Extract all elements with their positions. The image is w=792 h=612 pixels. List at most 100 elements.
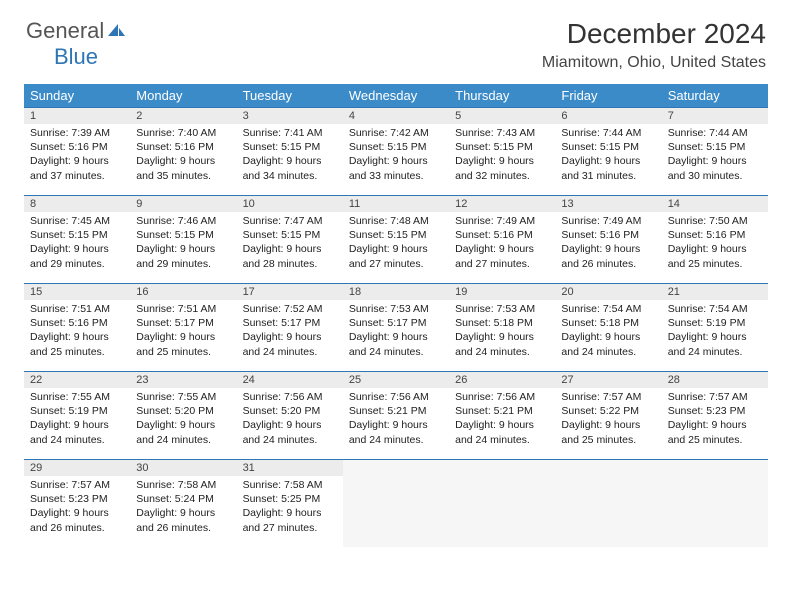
- week-row: 15Sunrise: 7:51 AMSunset: 5:16 PMDayligh…: [24, 283, 768, 371]
- sunset-line: Sunset: 5:18 PM: [561, 316, 655, 330]
- daylight-line: Daylight: 9 hours and 26 minutes.: [136, 506, 230, 534]
- day-body: Sunrise: 7:57 AMSunset: 5:22 PMDaylight:…: [555, 388, 661, 451]
- sunrise-line: Sunrise: 7:55 AM: [136, 390, 230, 404]
- day-cell: 8Sunrise: 7:45 AMSunset: 5:15 PMDaylight…: [24, 195, 130, 283]
- day-body: Sunrise: 7:54 AMSunset: 5:19 PMDaylight:…: [662, 300, 768, 363]
- day-number: 31: [237, 459, 343, 476]
- day-cell: 19Sunrise: 7:53 AMSunset: 5:18 PMDayligh…: [449, 283, 555, 371]
- day-cell: 4Sunrise: 7:42 AMSunset: 5:15 PMDaylight…: [343, 107, 449, 195]
- sunrise-line: Sunrise: 7:45 AM: [30, 214, 124, 228]
- day-cell: 25Sunrise: 7:56 AMSunset: 5:21 PMDayligh…: [343, 371, 449, 459]
- sunset-line: Sunset: 5:17 PM: [349, 316, 443, 330]
- sunset-line: Sunset: 5:15 PM: [30, 228, 124, 242]
- day-cell: [343, 459, 449, 547]
- title-block: December 2024 Miamitown, Ohio, United St…: [542, 18, 766, 72]
- day-cell: 9Sunrise: 7:46 AMSunset: 5:15 PMDaylight…: [130, 195, 236, 283]
- week-row: 22Sunrise: 7:55 AMSunset: 5:19 PMDayligh…: [24, 371, 768, 459]
- empty-day: [555, 459, 661, 547]
- sunset-line: Sunset: 5:24 PM: [136, 492, 230, 506]
- daylight-line: Daylight: 9 hours and 24 minutes.: [349, 418, 443, 446]
- day-body: Sunrise: 7:40 AMSunset: 5:16 PMDaylight:…: [130, 124, 236, 187]
- daylight-line: Daylight: 9 hours and 24 minutes.: [561, 330, 655, 358]
- daylight-line: Daylight: 9 hours and 25 minutes.: [561, 418, 655, 446]
- day-number: 1: [24, 107, 130, 124]
- sunset-line: Sunset: 5:22 PM: [561, 404, 655, 418]
- day-number: 10: [237, 195, 343, 212]
- day-body: Sunrise: 7:56 AMSunset: 5:20 PMDaylight:…: [237, 388, 343, 451]
- sunrise-line: Sunrise: 7:58 AM: [136, 478, 230, 492]
- day-body: Sunrise: 7:39 AMSunset: 5:16 PMDaylight:…: [24, 124, 130, 187]
- daylight-line: Daylight: 9 hours and 31 minutes.: [561, 154, 655, 182]
- daylight-line: Daylight: 9 hours and 24 minutes.: [668, 330, 762, 358]
- day-number: 28: [662, 371, 768, 388]
- daylight-line: Daylight: 9 hours and 28 minutes.: [243, 242, 337, 270]
- sunrise-line: Sunrise: 7:44 AM: [668, 126, 762, 140]
- day-cell: 22Sunrise: 7:55 AMSunset: 5:19 PMDayligh…: [24, 371, 130, 459]
- sunset-line: Sunset: 5:15 PM: [136, 228, 230, 242]
- daylight-line: Daylight: 9 hours and 33 minutes.: [349, 154, 443, 182]
- day-cell: 23Sunrise: 7:55 AMSunset: 5:20 PMDayligh…: [130, 371, 236, 459]
- sunset-line: Sunset: 5:16 PM: [30, 316, 124, 330]
- sunrise-line: Sunrise: 7:57 AM: [30, 478, 124, 492]
- day-cell: [662, 459, 768, 547]
- sunrise-line: Sunrise: 7:42 AM: [349, 126, 443, 140]
- sunrise-line: Sunrise: 7:56 AM: [349, 390, 443, 404]
- sunrise-line: Sunrise: 7:54 AM: [668, 302, 762, 316]
- day-number: 30: [130, 459, 236, 476]
- sunset-line: Sunset: 5:18 PM: [455, 316, 549, 330]
- day-number: 4: [343, 107, 449, 124]
- day-cell: 6Sunrise: 7:44 AMSunset: 5:15 PMDaylight…: [555, 107, 661, 195]
- day-number: 21: [662, 283, 768, 300]
- day-body: Sunrise: 7:55 AMSunset: 5:19 PMDaylight:…: [24, 388, 130, 451]
- day-number: 17: [237, 283, 343, 300]
- day-cell: [555, 459, 661, 547]
- day-body: Sunrise: 7:41 AMSunset: 5:15 PMDaylight:…: [237, 124, 343, 187]
- location: Miamitown, Ohio, United States: [542, 54, 766, 72]
- sunrise-line: Sunrise: 7:46 AM: [136, 214, 230, 228]
- day-cell: 13Sunrise: 7:49 AMSunset: 5:16 PMDayligh…: [555, 195, 661, 283]
- sunrise-line: Sunrise: 7:56 AM: [243, 390, 337, 404]
- daylight-line: Daylight: 9 hours and 24 minutes.: [243, 330, 337, 358]
- sunset-line: Sunset: 5:15 PM: [349, 228, 443, 242]
- day-header: Sunday: [24, 84, 130, 107]
- sunrise-line: Sunrise: 7:49 AM: [561, 214, 655, 228]
- calendar-table: SundayMondayTuesdayWednesdayThursdayFrid…: [24, 84, 768, 547]
- day-number: 16: [130, 283, 236, 300]
- sunrise-line: Sunrise: 7:51 AM: [30, 302, 124, 316]
- sunset-line: Sunset: 5:15 PM: [243, 140, 337, 154]
- month-title: December 2024: [542, 18, 766, 50]
- daylight-line: Daylight: 9 hours and 26 minutes.: [561, 242, 655, 270]
- day-body: Sunrise: 7:47 AMSunset: 5:15 PMDaylight:…: [237, 212, 343, 275]
- sunrise-line: Sunrise: 7:57 AM: [561, 390, 655, 404]
- week-row: 8Sunrise: 7:45 AMSunset: 5:15 PMDaylight…: [24, 195, 768, 283]
- day-body: Sunrise: 7:51 AMSunset: 5:17 PMDaylight:…: [130, 300, 236, 363]
- daylight-line: Daylight: 9 hours and 25 minutes.: [30, 330, 124, 358]
- day-body: Sunrise: 7:58 AMSunset: 5:24 PMDaylight:…: [130, 476, 236, 539]
- sunset-line: Sunset: 5:21 PM: [455, 404, 549, 418]
- sunrise-line: Sunrise: 7:49 AM: [455, 214, 549, 228]
- sunrise-line: Sunrise: 7:58 AM: [243, 478, 337, 492]
- day-body: Sunrise: 7:48 AMSunset: 5:15 PMDaylight:…: [343, 212, 449, 275]
- day-cell: 31Sunrise: 7:58 AMSunset: 5:25 PMDayligh…: [237, 459, 343, 547]
- daylight-line: Daylight: 9 hours and 29 minutes.: [136, 242, 230, 270]
- day-body: Sunrise: 7:44 AMSunset: 5:15 PMDaylight:…: [662, 124, 768, 187]
- day-cell: 14Sunrise: 7:50 AMSunset: 5:16 PMDayligh…: [662, 195, 768, 283]
- day-number: 24: [237, 371, 343, 388]
- empty-day: [449, 459, 555, 547]
- day-body: Sunrise: 7:54 AMSunset: 5:18 PMDaylight:…: [555, 300, 661, 363]
- day-number: 27: [555, 371, 661, 388]
- daylight-line: Daylight: 9 hours and 24 minutes.: [136, 418, 230, 446]
- sunrise-line: Sunrise: 7:52 AM: [243, 302, 337, 316]
- day-body: Sunrise: 7:44 AMSunset: 5:15 PMDaylight:…: [555, 124, 661, 187]
- day-header: Monday: [130, 84, 236, 107]
- day-cell: 18Sunrise: 7:53 AMSunset: 5:17 PMDayligh…: [343, 283, 449, 371]
- daylight-line: Daylight: 9 hours and 29 minutes.: [30, 242, 124, 270]
- sunrise-line: Sunrise: 7:43 AM: [455, 126, 549, 140]
- day-body: Sunrise: 7:53 AMSunset: 5:18 PMDaylight:…: [449, 300, 555, 363]
- day-cell: 3Sunrise: 7:41 AMSunset: 5:15 PMDaylight…: [237, 107, 343, 195]
- sunset-line: Sunset: 5:15 PM: [243, 228, 337, 242]
- day-cell: 30Sunrise: 7:58 AMSunset: 5:24 PMDayligh…: [130, 459, 236, 547]
- day-cell: 2Sunrise: 7:40 AMSunset: 5:16 PMDaylight…: [130, 107, 236, 195]
- day-number: 22: [24, 371, 130, 388]
- calendar-body: 1Sunrise: 7:39 AMSunset: 5:16 PMDaylight…: [24, 107, 768, 547]
